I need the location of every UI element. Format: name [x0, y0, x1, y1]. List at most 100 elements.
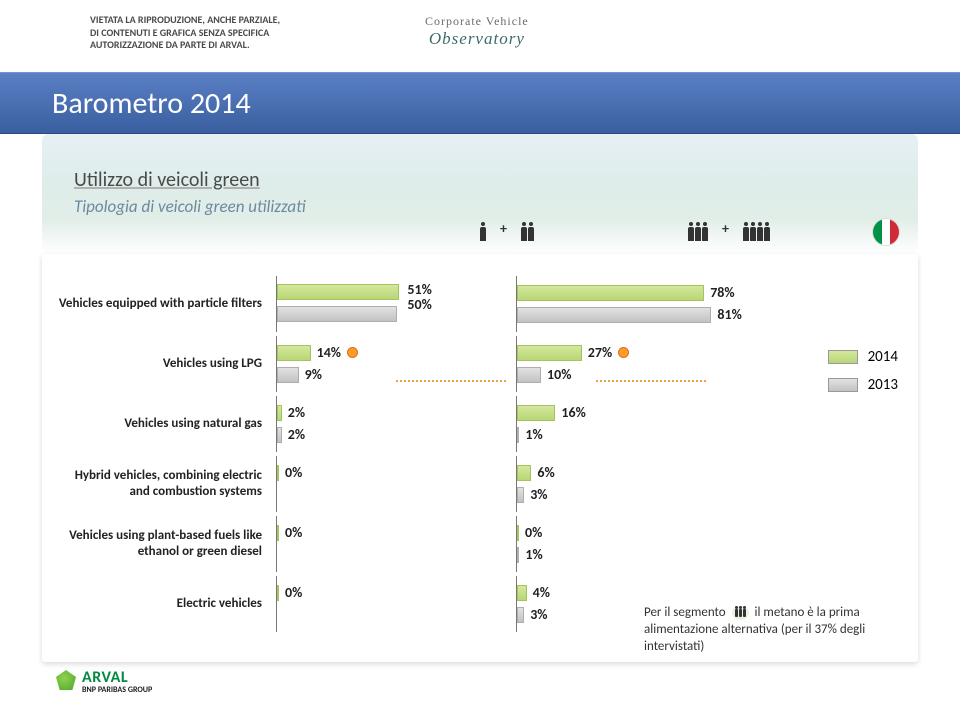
chart-row: Hybrid vehicles, combining electric and …	[56, 456, 904, 512]
footnote-segment-icon	[732, 606, 749, 620]
bar-2013	[277, 367, 299, 383]
italy-flag-icon	[872, 218, 900, 246]
highlight-dot-icon	[618, 347, 629, 358]
bar-2014	[517, 525, 519, 541]
value-2013: 1%	[525, 546, 542, 563]
chart-row: Vehicles using LPG14%9%27%10%	[56, 336, 904, 392]
chart-legend: 2014 2013	[828, 348, 898, 404]
arval-subbrand: BNP PARIBAS GROUP	[82, 686, 152, 694]
value-2013: 2%	[288, 426, 305, 443]
bar-2013	[517, 547, 519, 563]
plus-icon: +	[500, 220, 507, 237]
value-2014: 0%	[525, 524, 542, 541]
legend-swatch-2013	[828, 378, 858, 392]
legend-label-2013: 2013	[868, 376, 898, 394]
value-2014: 2%	[288, 404, 305, 421]
bar-2013	[277, 306, 397, 322]
bar-column-left: 0%	[276, 576, 516, 632]
bar-2014	[517, 465, 531, 481]
bar-2014	[277, 465, 279, 481]
value-2014: 0%	[285, 524, 302, 541]
value-2014: 14%	[317, 344, 341, 361]
subtitle-block: Utilizzo di veicoli green Tipologia di v…	[74, 168, 306, 217]
legend-item-2013: 2013	[828, 376, 898, 394]
page-title: Barometro 2014	[0, 73, 960, 135]
highlight-dot-icon	[347, 347, 358, 358]
arval-leaf-icon	[56, 670, 76, 690]
footnote-pre: Per il segmento	[644, 605, 726, 620]
chart-row: Vehicles using plant-based fuels like et…	[56, 516, 904, 572]
title-band: Barometro 2014	[0, 72, 960, 134]
value-2014: 51%	[403, 282, 431, 297]
bar-column-right: 0%1%	[516, 516, 756, 572]
bar-2013	[517, 367, 541, 383]
bar-2014	[277, 525, 279, 541]
arval-brand: ARVAL	[82, 670, 152, 686]
segment-icons: + +	[480, 224, 770, 241]
row-label: Vehicles using natural gas	[56, 416, 276, 432]
cvo-logo-line2: Observatory	[425, 29, 529, 49]
value-2013: 81%	[717, 306, 741, 323]
bar-2014	[277, 405, 282, 421]
bar-2013	[517, 487, 524, 503]
arval-logo: ARVAL BNP PARIBAS GROUP	[56, 670, 152, 694]
cvo-logo: Corporate Vehicle Observatory	[425, 14, 529, 49]
value-2014: 6%	[537, 464, 554, 481]
value-2014: 27%	[588, 344, 612, 361]
legend-swatch-2014	[828, 350, 858, 364]
connector-dash	[396, 380, 506, 382]
row-label: Vehicles equipped with particle filters	[56, 296, 276, 312]
connector-dash	[596, 380, 706, 382]
chart-row: Vehicles equipped with particle filters5…	[56, 276, 904, 332]
bar-column-left: 0%	[276, 456, 516, 512]
value-2013: 10%	[547, 366, 571, 383]
row-label: Vehicles using plant-based fuels like et…	[56, 528, 276, 559]
legend-item-2014: 2014	[828, 348, 898, 366]
footnote: Per il segmento il metano è la prima ali…	[644, 605, 904, 656]
chart-row: Vehicles using natural gas2%2%16%1%	[56, 396, 904, 452]
subtitle-secondary: Tipologia di veicoli green utilizzati	[74, 196, 306, 217]
bar-column-left: 2%2%	[276, 396, 516, 452]
bar-2013	[517, 607, 524, 623]
segment-icon-xlarge	[743, 227, 770, 241]
chart-area: Vehicles equipped with particle filters5…	[56, 276, 904, 642]
bar-2014	[517, 285, 704, 301]
bar-2013	[277, 427, 282, 443]
legend-label-2014: 2014	[868, 348, 898, 366]
bar-column-right: 78%81%	[516, 276, 756, 332]
bar-column-right: 16% 1%	[516, 396, 756, 452]
bar-2014	[277, 585, 279, 601]
bar-2014	[517, 585, 527, 601]
row-label: Vehicles using LPG	[56, 356, 276, 372]
value-2013: 3%	[530, 606, 547, 623]
value-2013: 50%	[403, 297, 431, 312]
segment-icon-medium	[521, 227, 534, 241]
bar-column-left: 51%50%	[276, 276, 516, 332]
disclaimer-text: VIETATA LA RIPRODUZIONE, ANCHE PARZIALE,…	[90, 14, 280, 52]
segment-icon-small	[480, 227, 486, 241]
bar-column-left: 0%	[276, 516, 516, 572]
segment-icon-large	[688, 227, 708, 241]
value-2013: 3%	[530, 486, 547, 503]
value-2014: 78%	[710, 284, 734, 301]
bar-2014	[277, 284, 399, 300]
row-label: Electric vehicles	[56, 596, 276, 612]
value-2014: 16%	[561, 404, 585, 421]
row-label: Hybrid vehicles, combining electric and …	[56, 468, 276, 499]
value-2013: 9%	[305, 366, 322, 383]
value-2014: 0%	[285, 464, 302, 481]
bar-2013	[517, 307, 711, 323]
plus-icon: +	[722, 220, 729, 237]
bar-2014	[517, 345, 582, 361]
bar-2013	[517, 427, 519, 443]
bar-2014	[277, 345, 311, 361]
bar-column-right: 27% 10%	[516, 336, 756, 392]
bar-column-left: 14%9%	[276, 336, 516, 392]
value-2014: 0%	[285, 584, 302, 601]
bar-column-right: 6%3%	[516, 456, 756, 512]
bar-2014	[517, 405, 555, 421]
subtitle-primary: Utilizzo di veicoli green	[74, 168, 306, 192]
value-2014: 4%	[533, 584, 550, 601]
cvo-logo-line1: Corporate Vehicle	[425, 14, 529, 29]
value-2013: 1%	[525, 426, 542, 443]
